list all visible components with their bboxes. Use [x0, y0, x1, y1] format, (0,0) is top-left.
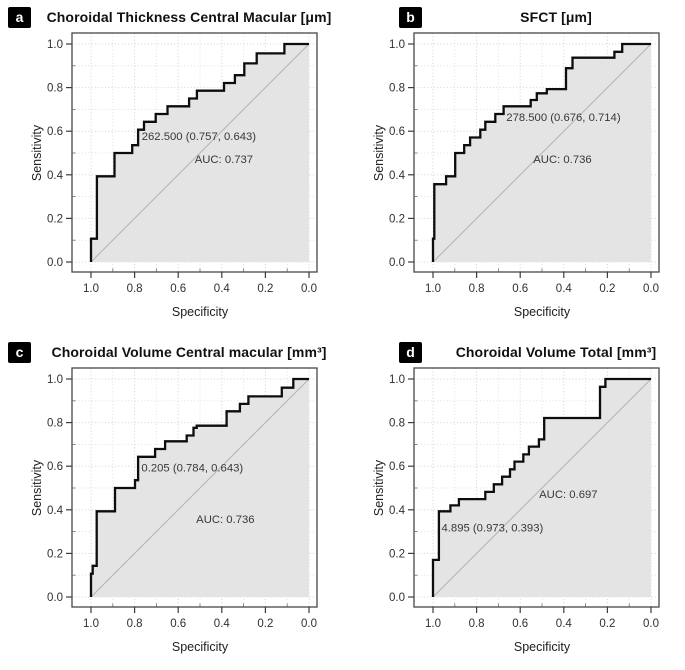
x-axis-tick-label: 0.6 [512, 283, 528, 295]
y-axis-tick-label: 0.8 [47, 418, 63, 430]
auc-annotation: AUC: 0.736 [196, 514, 254, 526]
cutpoint-annotation: 262.500 (0.757, 0.643) [142, 131, 257, 143]
y-axis-tick-label: 1.0 [47, 39, 63, 51]
roc-plot-c: 1.0 0.8 0.6 0.4 0.2 0.0 0.0 0.2 0.4 0.6 0.8 1.0 Spec… [30, 367, 318, 654]
x-axis-tick-label: 0.4 [556, 618, 573, 630]
y-axis-tick-label: 1.0 [47, 374, 63, 386]
x-axis-title: Specificity [172, 640, 229, 654]
x-axis-tick-label: 0.4 [214, 283, 231, 295]
panel-header: c Choroidal Volume Central macular [mm³] [8, 340, 338, 364]
panel-title: Choroidal Thickness Central Macular [μm] [46, 9, 332, 25]
y-axis-tick-label: 0.6 [389, 126, 405, 138]
y-axis-tick-label: 0.0 [389, 592, 405, 604]
x-axis-tick-label: 0.8 [127, 283, 143, 295]
roc-curve [89, 42, 309, 262]
x-axis-tick-label: 0.2 [599, 618, 615, 630]
x-axis-tick-label: 0.0 [643, 618, 659, 630]
y-axis-tick-label: 0.8 [389, 418, 405, 430]
x-axis-tick-label: 0.2 [257, 283, 273, 295]
y-axis-tick-label: 0.6 [389, 461, 405, 473]
y-axis-tick-label: 0.2 [389, 213, 405, 225]
roc-panel-a: a Choroidal Thickness Central Macular [μ… [0, 0, 342, 335]
y-axis-tick-label: 0.4 [389, 505, 406, 517]
auc-annotation: AUC: 0.737 [195, 154, 253, 166]
roc-plot-a: 1.0 0.8 0.6 0.4 0.2 0.0 0.0 0.2 0.4 0.6 0.8 1.0 Spec… [30, 32, 318, 319]
y-axis-title: Sensitivity [30, 124, 44, 181]
roc-plot-d: 1.0 0.8 0.6 0.4 0.2 0.0 0.0 0.2 0.4 0.6 0.8 1.0 Spec… [372, 367, 660, 654]
plot-frame [71, 32, 318, 273]
cutpoint-annotation: 278.500 (0.676, 0.714) [506, 112, 621, 124]
roc-curve [431, 42, 651, 262]
y-axis-tick-label: 0.6 [47, 461, 63, 473]
panel-header: b SFCT [μm] [399, 5, 681, 29]
panel-title: Choroidal Volume Central macular [mm³] [51, 344, 327, 360]
roc-panel-d: d Choroidal Volume Total [mm³] 1.0 0.8 0.6… [342, 335, 685, 670]
y-axis-tick-label: 0.4 [47, 170, 64, 182]
y-axis-tick-label: 0.0 [389, 257, 405, 269]
cutpoint-annotation: 4.895 (0.973, 0.393) [442, 523, 544, 535]
y-axis-tick-label: 0.4 [47, 505, 64, 517]
x-axis-tick-label: 0.2 [257, 618, 273, 630]
x-axis-tick-label: 0.6 [170, 618, 186, 630]
x-axis-tick-label: 0.4 [556, 283, 573, 295]
y-axis-tick-label: 0.4 [389, 170, 406, 182]
x-axis-tick-label: 0.0 [643, 283, 659, 295]
roc-panel-c: c Choroidal Volume Central macular [mm³]… [0, 335, 342, 670]
diagonal-reference-line [432, 378, 652, 598]
x-axis-title: Specificity [514, 640, 571, 654]
y-axis-tick-label: 1.0 [389, 39, 405, 51]
y-axis-tick-label: 0.2 [47, 213, 63, 225]
y-axis-title: Sensitivity [372, 459, 386, 516]
y-axis-tick-label: 0.2 [47, 548, 63, 560]
x-axis-tick-label: 0.6 [170, 283, 186, 295]
cutpoint-annotation: 0.205 (0.784, 0.643) [141, 462, 243, 474]
panel-header: d Choroidal Volume Total [mm³] [399, 340, 681, 364]
panel-header: a Choroidal Thickness Central Macular [μ… [8, 5, 338, 29]
roc-plot-b: 1.0 0.8 0.6 0.4 0.2 0.0 0.0 0.2 0.4 0.6 0.8 1.0 Spec… [372, 32, 660, 319]
panel-letter-badge: c [8, 341, 31, 363]
x-axis-tick-label: 0.8 [469, 283, 485, 295]
roc-curve [431, 377, 651, 597]
x-axis-tick-label: 1.0 [425, 283, 441, 295]
panel-letter-badge: a [8, 6, 31, 28]
y-axis-tick-label: 0.2 [389, 548, 405, 560]
diagonal-reference-line [90, 43, 310, 263]
x-axis-title: Specificity [172, 305, 229, 319]
x-axis-tick-label: 0.4 [214, 618, 231, 630]
x-axis-tick-label: 0.8 [469, 618, 485, 630]
panel-title: SFCT [μm] [520, 9, 592, 25]
x-axis-tick-label: 0.8 [127, 618, 143, 630]
x-axis-tick-label: 0.0 [301, 283, 317, 295]
x-axis-tick-label: 1.0 [83, 618, 99, 630]
panel-letter-badge: d [399, 341, 422, 363]
auc-annotation: AUC: 0.736 [533, 154, 591, 166]
x-axis-tick-label: 0.2 [599, 283, 615, 295]
x-axis-tick-label: 1.0 [83, 283, 99, 295]
y-axis-tick-label: 1.0 [389, 374, 405, 386]
x-axis-tick-label: 1.0 [425, 618, 441, 630]
y-axis-title: Sensitivity [30, 459, 44, 516]
x-axis-tick-label: 0.6 [512, 618, 528, 630]
plot-frame [71, 367, 318, 608]
plot-frame [413, 32, 660, 273]
y-axis-tick-label: 0.0 [47, 592, 63, 604]
y-axis-title: Sensitivity [372, 124, 386, 181]
x-axis-tick-label: 0.0 [301, 618, 317, 630]
panel-letter-badge: b [399, 6, 422, 28]
x-axis-title: Specificity [514, 305, 571, 319]
auc-annotation: AUC: 0.697 [539, 489, 597, 501]
diagonal-reference-line [90, 378, 310, 598]
y-axis-tick-label: 0.8 [389, 83, 405, 95]
y-axis-tick-label: 0.8 [47, 83, 63, 95]
y-axis-tick-label: 0.6 [47, 126, 63, 138]
panel-title: Choroidal Volume Total [mm³] [455, 344, 657, 360]
y-axis-tick-label: 0.0 [47, 257, 63, 269]
roc-curve [89, 377, 309, 597]
plot-frame [413, 367, 660, 608]
roc-panel-b: b SFCT [μm] 1.0 0.8 0.6 0.4 0.2 0.0 0.0 0.2 0.4 0… [342, 0, 685, 335]
diagonal-reference-line [432, 43, 652, 263]
